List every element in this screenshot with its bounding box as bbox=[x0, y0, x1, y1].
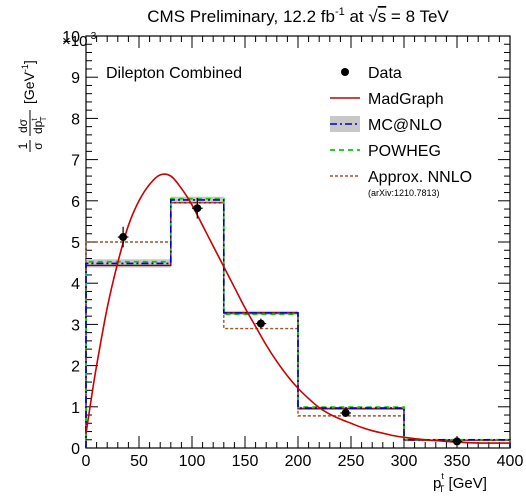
x-axis-label: pt T [GeV] bbox=[433, 471, 487, 494]
svg-text:1: 1 bbox=[16, 142, 30, 149]
legend-reference: (arXiv:1210.7813) bbox=[368, 188, 440, 198]
y-tick-label: 6 bbox=[71, 194, 80, 211]
powheg-histogram bbox=[85, 197, 511, 448]
legend-label: POWHEG bbox=[368, 143, 441, 160]
sqrt-arg: s bbox=[378, 7, 387, 26]
x-tick-label: 150 bbox=[232, 453, 259, 470]
svg-text:dσ: dσ bbox=[16, 118, 30, 133]
svg-text:[GeV-1]: [GeV-1] bbox=[20, 60, 37, 104]
legend-label: Approx. NNLO bbox=[368, 169, 472, 186]
y-tick-label: 10 bbox=[62, 29, 80, 46]
x-tick-label: 0 bbox=[82, 453, 91, 470]
y-tick-label: 4 bbox=[71, 276, 80, 293]
x-tick-label: 200 bbox=[285, 453, 312, 470]
madgraph-curve-layer bbox=[85, 173, 511, 444]
y-tick-label: 9 bbox=[71, 70, 80, 87]
legend-label: MadGraph bbox=[368, 91, 444, 108]
y-tick-label: 0 bbox=[71, 441, 80, 458]
legend: Data MadGraph MC@NLO POWHEG Approx. NNLO (arX… bbox=[330, 65, 472, 198]
data-point bbox=[453, 437, 461, 446]
madgraph-curve bbox=[85, 173, 511, 444]
legend-label: MC@NLO bbox=[368, 117, 442, 134]
annotation: Dilepton Combined bbox=[106, 65, 242, 82]
x-tick-label: 300 bbox=[391, 453, 418, 470]
sqrt-sign: √ bbox=[368, 7, 378, 26]
svg-text:σ: σ bbox=[31, 142, 45, 150]
data-points bbox=[117, 197, 463, 446]
x-tick-label: 350 bbox=[444, 453, 471, 470]
axis-ticks: 0 50 100 150 200 250 300 350 400 0 1 2 3 4 5 6 7 8 9 10 bbox=[62, 29, 523, 470]
y-tick-label: 1 bbox=[71, 400, 80, 417]
data-point bbox=[119, 233, 128, 242]
x-tick-label: 400 bbox=[497, 453, 524, 470]
x-tick-label: 50 bbox=[130, 453, 148, 470]
y-tick-label: 7 bbox=[71, 153, 80, 170]
y-tick-label: 8 bbox=[71, 111, 80, 128]
chart-title: CMS Preliminary, 12.2 fb-1 at √s = 8 TeV bbox=[147, 6, 449, 26]
histograms bbox=[85, 196, 511, 448]
y-tick-label: 5 bbox=[71, 235, 80, 252]
legend-label: Data bbox=[368, 65, 402, 82]
data-point bbox=[256, 319, 265, 328]
data-point bbox=[341, 408, 350, 417]
data-point bbox=[193, 204, 202, 213]
svg-text:dptT: dptT bbox=[30, 116, 48, 134]
y-tick-label: 2 bbox=[71, 359, 80, 376]
mc-nlo-histogram bbox=[85, 199, 511, 448]
y-tick-label: 3 bbox=[71, 317, 80, 334]
legend-marker-data bbox=[341, 68, 349, 76]
y-axis-label: 1 σ dσ dptT [GeV-1] bbox=[16, 60, 48, 152]
x-tick-label: 100 bbox=[179, 453, 206, 470]
x-tick-label: 250 bbox=[338, 453, 365, 470]
